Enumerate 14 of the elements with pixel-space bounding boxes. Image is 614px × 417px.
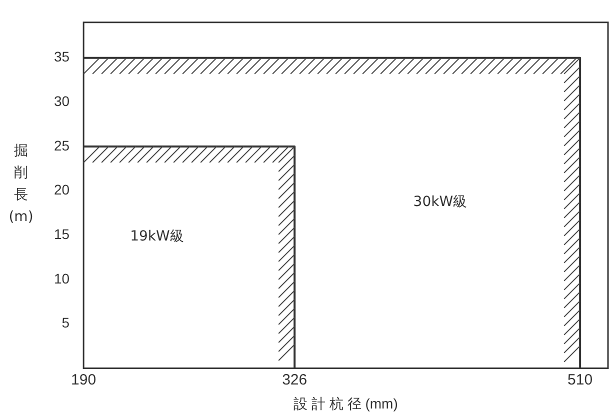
y-axis-title: 掘削長(m) — [8, 142, 34, 227]
annotation: 19kW級 — [130, 228, 184, 244]
x-tick-label: 190 — [71, 371, 96, 388]
annotation: 30kW級 — [413, 194, 468, 210]
y-tick-label: 20 — [54, 182, 70, 198]
y-tick-label: 25 — [54, 137, 70, 154]
y-tick-label: 35 — [54, 48, 70, 65]
y-tick-label: 5 — [62, 314, 70, 331]
x-axis-title: 設 計 杭 径 (mm) — [294, 395, 398, 412]
y-tick-label: 30 — [54, 93, 70, 110]
x-tick-label: 326 — [282, 371, 308, 388]
y-tick-label: 10 — [54, 270, 70, 286]
y-tick-label: 15 — [54, 226, 70, 242]
x-tick-label: 510 — [568, 371, 593, 388]
